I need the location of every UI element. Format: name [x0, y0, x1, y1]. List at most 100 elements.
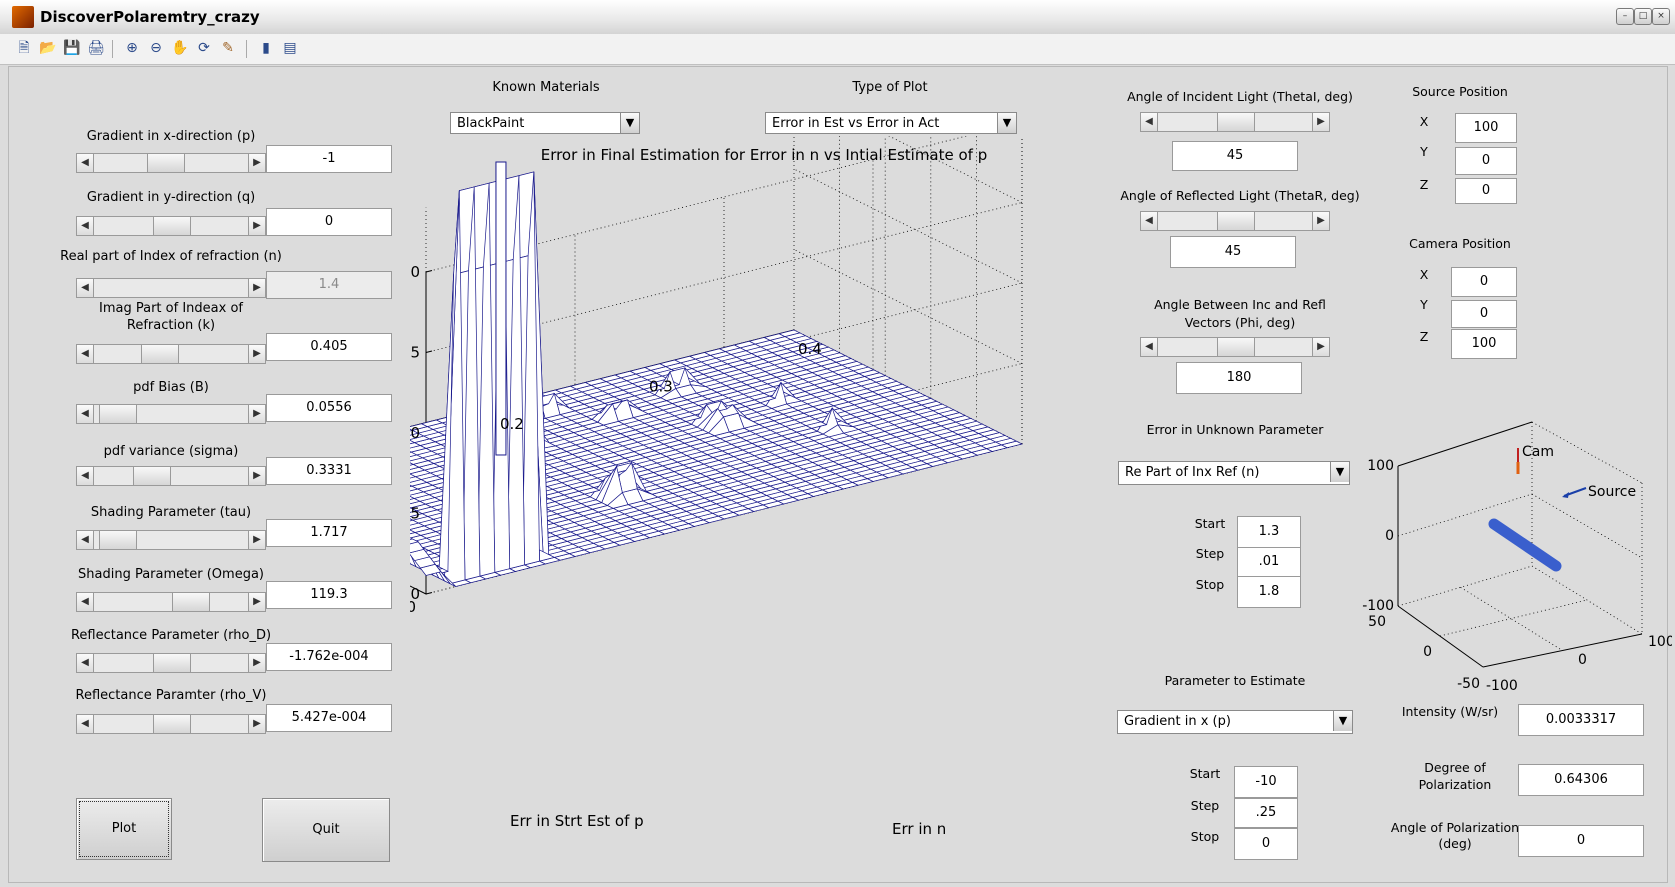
camera-position-label: Camera Position — [1409, 236, 1511, 251]
intensity-field: 0.0033317 — [1518, 704, 1644, 736]
unknown-param-label: Error in Unknown Parameter — [1146, 422, 1324, 437]
rho-v-field[interactable]: 5.427e-004 — [266, 704, 392, 732]
colorbar-icon[interactable]: ▮ — [262, 40, 270, 56]
gradient-y-label: Gradient in y-direction (q) — [86, 190, 256, 205]
quit-button[interactable]: Quit — [262, 798, 390, 862]
source-x-label: X — [1419, 114, 1429, 129]
geometry-grid — [1397, 421, 1643, 650]
source-z-field[interactable]: 0 — [1455, 178, 1517, 204]
phi-angle-field[interactable]: 180 — [1176, 362, 1302, 394]
shading-tau-slider[interactable]: ◀ ▶ — [76, 530, 266, 550]
estimate-param-label: Parameter to Estimate — [1164, 673, 1306, 688]
mini-z-tick-neg100: -100 — [1362, 598, 1394, 614]
known-materials-label: Known Materials — [492, 80, 600, 95]
source-position-label: Source Position — [1412, 84, 1508, 99]
z-tick-label: 10 — [410, 424, 420, 442]
plot-button[interactable]: Plot — [76, 798, 172, 860]
unknown-param-select[interactable]: Re Part of Inx Ref (n) ▼ — [1118, 461, 1350, 485]
z-tick-label: 5 — [410, 505, 420, 523]
unknown-start-field[interactable]: 1.3 — [1237, 516, 1301, 548]
data-cursor-icon[interactable]: ✎ — [222, 40, 234, 56]
type-of-plot-label: Type of Plot — [852, 80, 928, 95]
phi-angle-slider[interactable]: ◀ ▶ — [1140, 337, 1330, 357]
camera-y-field[interactable]: 0 — [1451, 300, 1517, 328]
title-bar: DiscoverPolaremtry_crazy – □ × — [0, 0, 1675, 35]
geometry-3d-plot[interactable]: Cam Source 100 0 -100 50 0 -50 -100 0 10… — [1350, 418, 1672, 696]
aop-label: Angle of Polarization — [1390, 820, 1520, 835]
rho-d-label: Reflectance Parameter (rho_D) — [70, 628, 272, 643]
incident-angle-label: Angle of Incident Light (ThetaI, deg) — [1127, 89, 1353, 104]
camera-y-label: Y — [1420, 297, 1428, 312]
cam-label: Cam — [1522, 444, 1554, 460]
source-y-label: Y — [1420, 144, 1428, 159]
type-of-plot-select[interactable]: Error in Est vs Error in Act ▼ — [765, 112, 1017, 134]
reflected-angle-slider[interactable]: ◀ ▶ — [1140, 211, 1330, 231]
rho-d-field[interactable]: -1.762e-004 — [266, 643, 392, 671]
aop-field: 0 — [1518, 825, 1644, 857]
open-folder-icon[interactable]: 📂 — [39, 40, 57, 56]
maximize-icon[interactable]: □ — [1634, 8, 1652, 25]
camera-z-field[interactable]: 100 — [1451, 329, 1517, 359]
imag-index-slider[interactable]: ◀ ▶ — [76, 344, 266, 364]
new-file-icon[interactable]: 🗎 — [18, 40, 30, 56]
dop-label: Degree of — [1424, 760, 1486, 775]
estimate-step-label: Step — [1190, 798, 1220, 813]
camera-x-field[interactable]: 0 — [1451, 267, 1517, 297]
reflected-angle-field[interactable]: 45 — [1170, 236, 1296, 268]
gradient-y-slider[interactable]: ◀ ▶ — [76, 216, 266, 236]
imag-index-field[interactable]: 0.405 — [266, 333, 392, 361]
y-axis-label: Err in n — [892, 820, 946, 838]
pdf-bias-field[interactable]: 0.0556 — [266, 394, 392, 422]
pan-icon[interactable]: ✋ — [171, 40, 189, 56]
incident-angle-slider[interactable]: ◀ ▶ — [1140, 112, 1330, 132]
source-x-field[interactable]: 100 — [1455, 113, 1517, 143]
mini-x-tick-100: 100 — [1648, 634, 1672, 650]
gradient-x-field[interactable]: -1 — [266, 145, 392, 173]
shading-tau-field[interactable]: 1.717 — [266, 519, 392, 547]
chevron-down-icon[interactable]: ▼ — [997, 113, 1016, 133]
minimize-icon[interactable]: – — [1616, 8, 1634, 25]
chevron-down-icon[interactable]: ▼ — [1333, 711, 1352, 731]
mini-z-tick-0: 0 — [1385, 528, 1394, 544]
rho-v-slider[interactable]: ◀ ▶ — [76, 714, 266, 734]
legend-icon[interactable]: ▤ — [283, 40, 297, 56]
incident-angle-field[interactable]: 45 — [1172, 141, 1298, 171]
save-icon[interactable]: 💾 — [63, 40, 81, 56]
zoom-out-icon[interactable]: ⊖ — [150, 40, 162, 56]
rotate-3d-icon[interactable]: ⟳ — [198, 40, 210, 56]
estimate-start-field[interactable]: -10 — [1234, 766, 1298, 798]
unknown-stop-field[interactable]: 1.8 — [1237, 576, 1301, 608]
zoom-in-icon[interactable]: ⊕ — [126, 40, 138, 56]
estimate-step-field[interactable]: .25 — [1234, 798, 1298, 828]
matlab-logo-icon — [12, 6, 34, 28]
estimate-param-value: Gradient in x (p) — [1124, 714, 1231, 729]
shading-omega-slider[interactable]: ◀ ▶ — [76, 592, 266, 612]
phi-angle-label: Angle Between Inc and Refl — [1154, 297, 1326, 312]
intensity-label: Intensity (W/sr) — [1401, 704, 1499, 719]
print-icon[interactable]: 🖨 — [87, 40, 105, 56]
pdf-bias-slider[interactable]: ◀ ▶ — [76, 404, 266, 424]
estimate-param-select[interactable]: Gradient in x (p) ▼ — [1117, 710, 1353, 734]
source-y-field[interactable]: 0 — [1455, 147, 1517, 175]
pdf-variance-slider[interactable]: ◀ ▶ — [76, 466, 266, 486]
known-materials-select[interactable]: BlackPaint ▼ — [450, 112, 640, 134]
pdf-variance-field[interactable]: 0.3331 — [266, 457, 392, 485]
unknown-step-field[interactable]: .01 — [1237, 547, 1301, 577]
main-3d-plot[interactable]: Error in Final Estimation for Error in n… — [410, 136, 1090, 840]
mini-x-tick-0: 0 — [1578, 652, 1587, 668]
chevron-down-icon[interactable]: ▼ — [1330, 462, 1349, 482]
chevron-down-icon[interactable]: ▼ — [620, 113, 639, 133]
source-z-label: Z — [1419, 177, 1429, 192]
dop-label-line2: Polarization — [1418, 777, 1492, 792]
gradient-x-slider[interactable]: ◀ ▶ — [76, 153, 266, 173]
camera-z-label: Z — [1419, 329, 1429, 344]
shading-omega-field[interactable]: 119.3 — [266, 581, 392, 609]
real-index-slider: ◀ ▶ — [76, 278, 266, 298]
close-icon[interactable]: × — [1652, 8, 1670, 25]
estimate-stop-field[interactable]: 0 — [1234, 828, 1298, 860]
estimate-start-label: Start — [1189, 766, 1221, 781]
mini-x-tick-neg100: -100 — [1486, 678, 1518, 694]
peak-spike — [495, 161, 507, 456]
gradient-y-field[interactable]: 0 — [266, 208, 392, 236]
rho-d-slider[interactable]: ◀ ▶ — [76, 653, 266, 673]
